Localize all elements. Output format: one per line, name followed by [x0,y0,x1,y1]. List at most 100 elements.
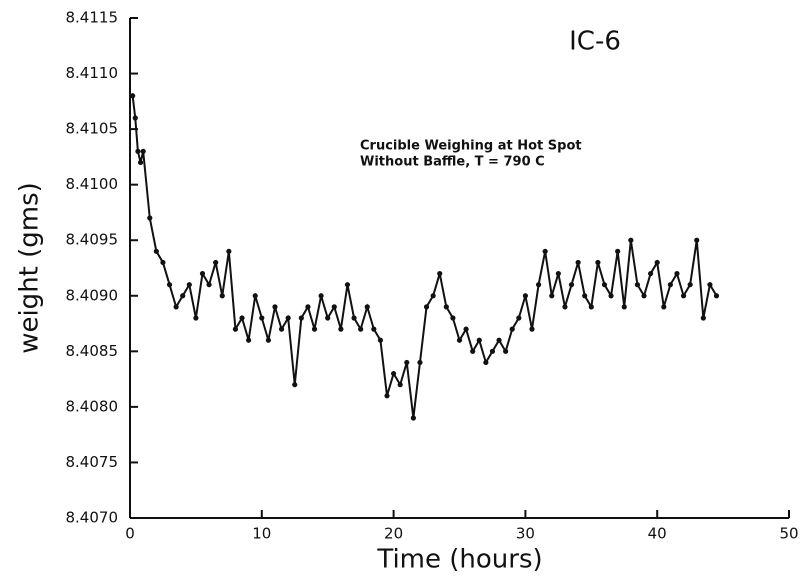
data-point [542,248,548,254]
data-point [641,293,647,299]
data-point [351,315,357,321]
data-point [166,282,173,288]
data-point [516,315,522,321]
data-point [153,248,159,254]
data-point [358,326,364,332]
data-point [278,326,285,332]
data-point [535,282,542,288]
data-point [568,282,575,288]
data-point [130,93,136,99]
data-point [443,304,449,310]
data-point [654,259,660,266]
data-point [180,293,186,299]
data-point [397,382,403,388]
data-point [463,326,469,332]
y-tick-label: 8.4115 [66,9,119,27]
data-point [456,337,463,343]
data-point [391,370,397,377]
data-point [489,348,496,354]
data-point [496,337,502,343]
data-point [246,337,252,343]
data-point [648,270,654,277]
data-point [615,248,621,254]
data-point [582,293,588,299]
data-point [423,304,430,310]
data-point [450,315,456,321]
data-point [206,282,212,288]
x-tick-label: 0 [125,525,135,543]
data-point [252,293,258,299]
y-tick-label: 8.4085 [66,342,119,360]
data-point [503,348,509,354]
data-point [213,259,219,266]
data-point [483,359,489,366]
data-point [634,282,641,288]
data-point [305,304,311,310]
y-tick-label: 8.4070 [66,509,119,527]
data-point [292,382,298,388]
data-point [522,293,529,299]
y-tick-label: 8.4095 [66,231,119,249]
data-point [259,315,265,321]
y-axis-label: weight (gms) [15,182,45,354]
x-tick-label: 40 [648,525,667,543]
data-point [713,293,720,299]
y-tick-label: 8.4075 [66,453,119,471]
chart-title: IC-6 [569,27,621,57]
x-tick-label: 50 [779,525,798,543]
data-point [470,348,476,354]
data-point [140,148,146,154]
data-point [137,159,144,166]
data-point [674,270,680,277]
data-point [680,293,687,299]
data-point [661,304,667,310]
data-point [601,282,608,288]
data-point [239,315,245,321]
data-point [430,293,436,299]
data-point [132,115,138,121]
x-axis-label: Time (hours) [376,545,542,575]
data-point [186,282,192,288]
data-point [285,315,291,321]
x-tick-label: 30 [516,525,535,543]
y-tick-label: 8.4110 [66,64,119,82]
data-point [694,237,700,243]
data-point [628,237,634,243]
data-point [384,393,390,399]
data-point [344,282,351,288]
data-point [272,304,278,310]
y-tick-label: 8.4100 [66,175,119,193]
data-point [135,148,141,154]
data-point [608,293,614,299]
data-point [555,270,561,277]
data-point [707,282,713,288]
data-point [160,259,166,266]
data-point [173,304,179,310]
data-point [232,326,239,332]
data-point [549,293,555,299]
data-point [193,315,199,321]
data-point [325,315,331,321]
data-point [509,326,515,332]
data-point [226,248,232,254]
y-tick-label: 8.4105 [66,120,119,138]
data-point [588,304,594,310]
data-point [338,326,344,332]
data-point [562,304,568,310]
y-tick-label: 8.4090 [66,286,119,304]
data-point [410,415,416,421]
data-point [529,326,535,332]
data-point [476,337,482,343]
data-point [147,215,153,221]
data-point [364,304,370,310]
y-tick-label: 8.4080 [66,397,119,415]
data-point [575,259,581,266]
data-point [265,337,271,343]
data-point [331,304,337,310]
x-tick-label: 10 [252,525,271,543]
data-point [311,326,318,332]
data-point [199,270,206,277]
x-tick-label: 20 [384,525,403,543]
data-point [417,359,423,366]
